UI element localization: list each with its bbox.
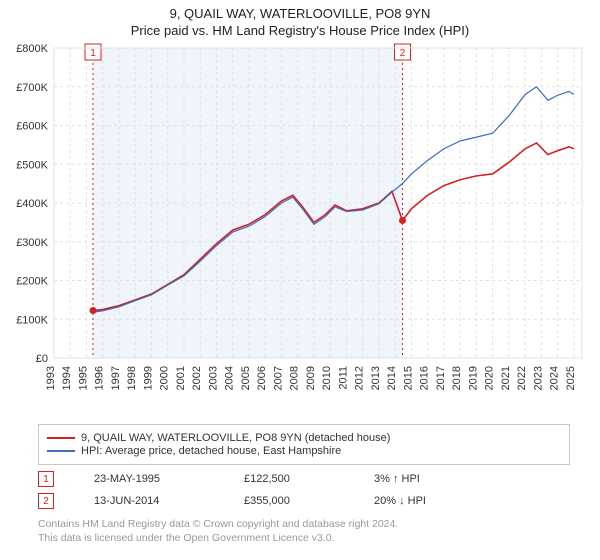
legend-swatch [47, 437, 75, 439]
transaction-delta: 20% ↓ HPI [374, 495, 426, 507]
price-chart: £0 £100K £200K £300K £400K £500K £600K £700K £80… [0, 38, 600, 418]
x-tick-label: 2008 [289, 366, 301, 390]
x-tick-label: 2017 [435, 366, 447, 390]
legend: 9, QUAIL WAY, WATERLOOVILLE, PO8 9YN (de… [38, 424, 570, 465]
x-tick-label: 2023 [532, 366, 544, 390]
y-tick-label: £100K [16, 314, 48, 326]
y-tick-label: £600K [16, 121, 48, 133]
transaction-delta: 3% ↑ HPI [374, 473, 420, 485]
y-tick-label: £400K [16, 198, 48, 210]
x-tick-label: 1997 [110, 366, 122, 390]
x-tick-label: 1995 [77, 366, 89, 390]
y-tick-label: £300K [16, 237, 48, 249]
y-tick-label: £200K [16, 276, 48, 288]
x-tick-label: 2020 [484, 366, 496, 390]
sale-marker [399, 217, 406, 224]
x-tick-label: 2005 [240, 366, 252, 390]
transaction-date: 13-JUN-2014 [94, 495, 204, 507]
x-tick-label: 1996 [94, 366, 106, 390]
x-tick-label: 1994 [61, 366, 73, 390]
event-marker-number: 1 [90, 48, 96, 59]
x-tick-label: 2015 [402, 366, 414, 390]
legend-swatch [47, 450, 75, 452]
transaction-date: 23-MAY-1995 [94, 473, 204, 485]
x-tick-label: 2014 [386, 366, 398, 390]
x-tick-label: 2011 [337, 366, 349, 390]
legend-item: 9, QUAIL WAY, WATERLOOVILLE, PO8 9YN (de… [47, 432, 561, 444]
x-tick-label: 2000 [159, 366, 171, 390]
transaction-marker: 2 [38, 493, 54, 509]
x-tick-label: 2010 [321, 366, 333, 390]
legend-item: HPI: Average price, detached house, East… [47, 445, 561, 457]
x-tick-label: 2012 [354, 366, 366, 390]
chart-subtitle: Price paid vs. HM Land Registry's House … [0, 23, 600, 38]
x-tick-label: 2003 [207, 366, 219, 390]
chart-title: 9, QUAIL WAY, WATERLOOVILLE, PO8 9YN [0, 6, 600, 21]
y-tick-label: £500K [16, 159, 48, 171]
y-tick-label: £700K [16, 82, 48, 94]
x-tick-label: 2006 [256, 366, 268, 390]
x-tick-label: 2007 [272, 366, 284, 390]
footer-line-2: This data is licensed under the Open Gov… [38, 531, 570, 545]
transaction-marker: 1 [38, 471, 54, 487]
transaction-price: £355,000 [244, 495, 334, 507]
x-tick-label: 2022 [516, 366, 528, 390]
x-tick-label: 2018 [451, 366, 463, 390]
transaction-row: 2 13-JUN-2014 £355,000 20% ↓ HPI [38, 493, 570, 509]
legend-label: HPI: Average price, detached house, East… [81, 445, 341, 457]
x-tick-label: 1998 [126, 366, 138, 390]
x-tick-label: 2002 [191, 366, 203, 390]
sale-marker [89, 307, 96, 314]
y-tick-label: £0 [36, 353, 48, 365]
event-marker-number: 2 [400, 48, 406, 59]
x-tick-label: 2004 [224, 366, 236, 390]
footer-attribution: Contains HM Land Registry data © Crown c… [38, 517, 570, 545]
y-tick-label: £800K [16, 43, 48, 55]
x-tick-label: 2021 [500, 366, 512, 390]
x-tick-label: 2025 [565, 366, 577, 390]
transaction-price: £122,500 [244, 473, 334, 485]
x-tick-label: 2001 [175, 366, 187, 390]
x-tick-label: 2009 [305, 366, 317, 390]
footer-line-1: Contains HM Land Registry data © Crown c… [38, 517, 570, 531]
legend-label: 9, QUAIL WAY, WATERLOOVILLE, PO8 9YN (de… [81, 432, 390, 444]
x-tick-label: 2019 [467, 366, 479, 390]
x-tick-label: 1999 [142, 366, 154, 390]
x-tick-label: 2013 [370, 366, 382, 390]
x-tick-label: 2024 [549, 366, 561, 390]
x-tick-label: 1993 [45, 366, 57, 390]
x-tick-label: 2016 [419, 366, 431, 390]
transaction-row: 1 23-MAY-1995 £122,500 3% ↑ HPI [38, 471, 570, 487]
